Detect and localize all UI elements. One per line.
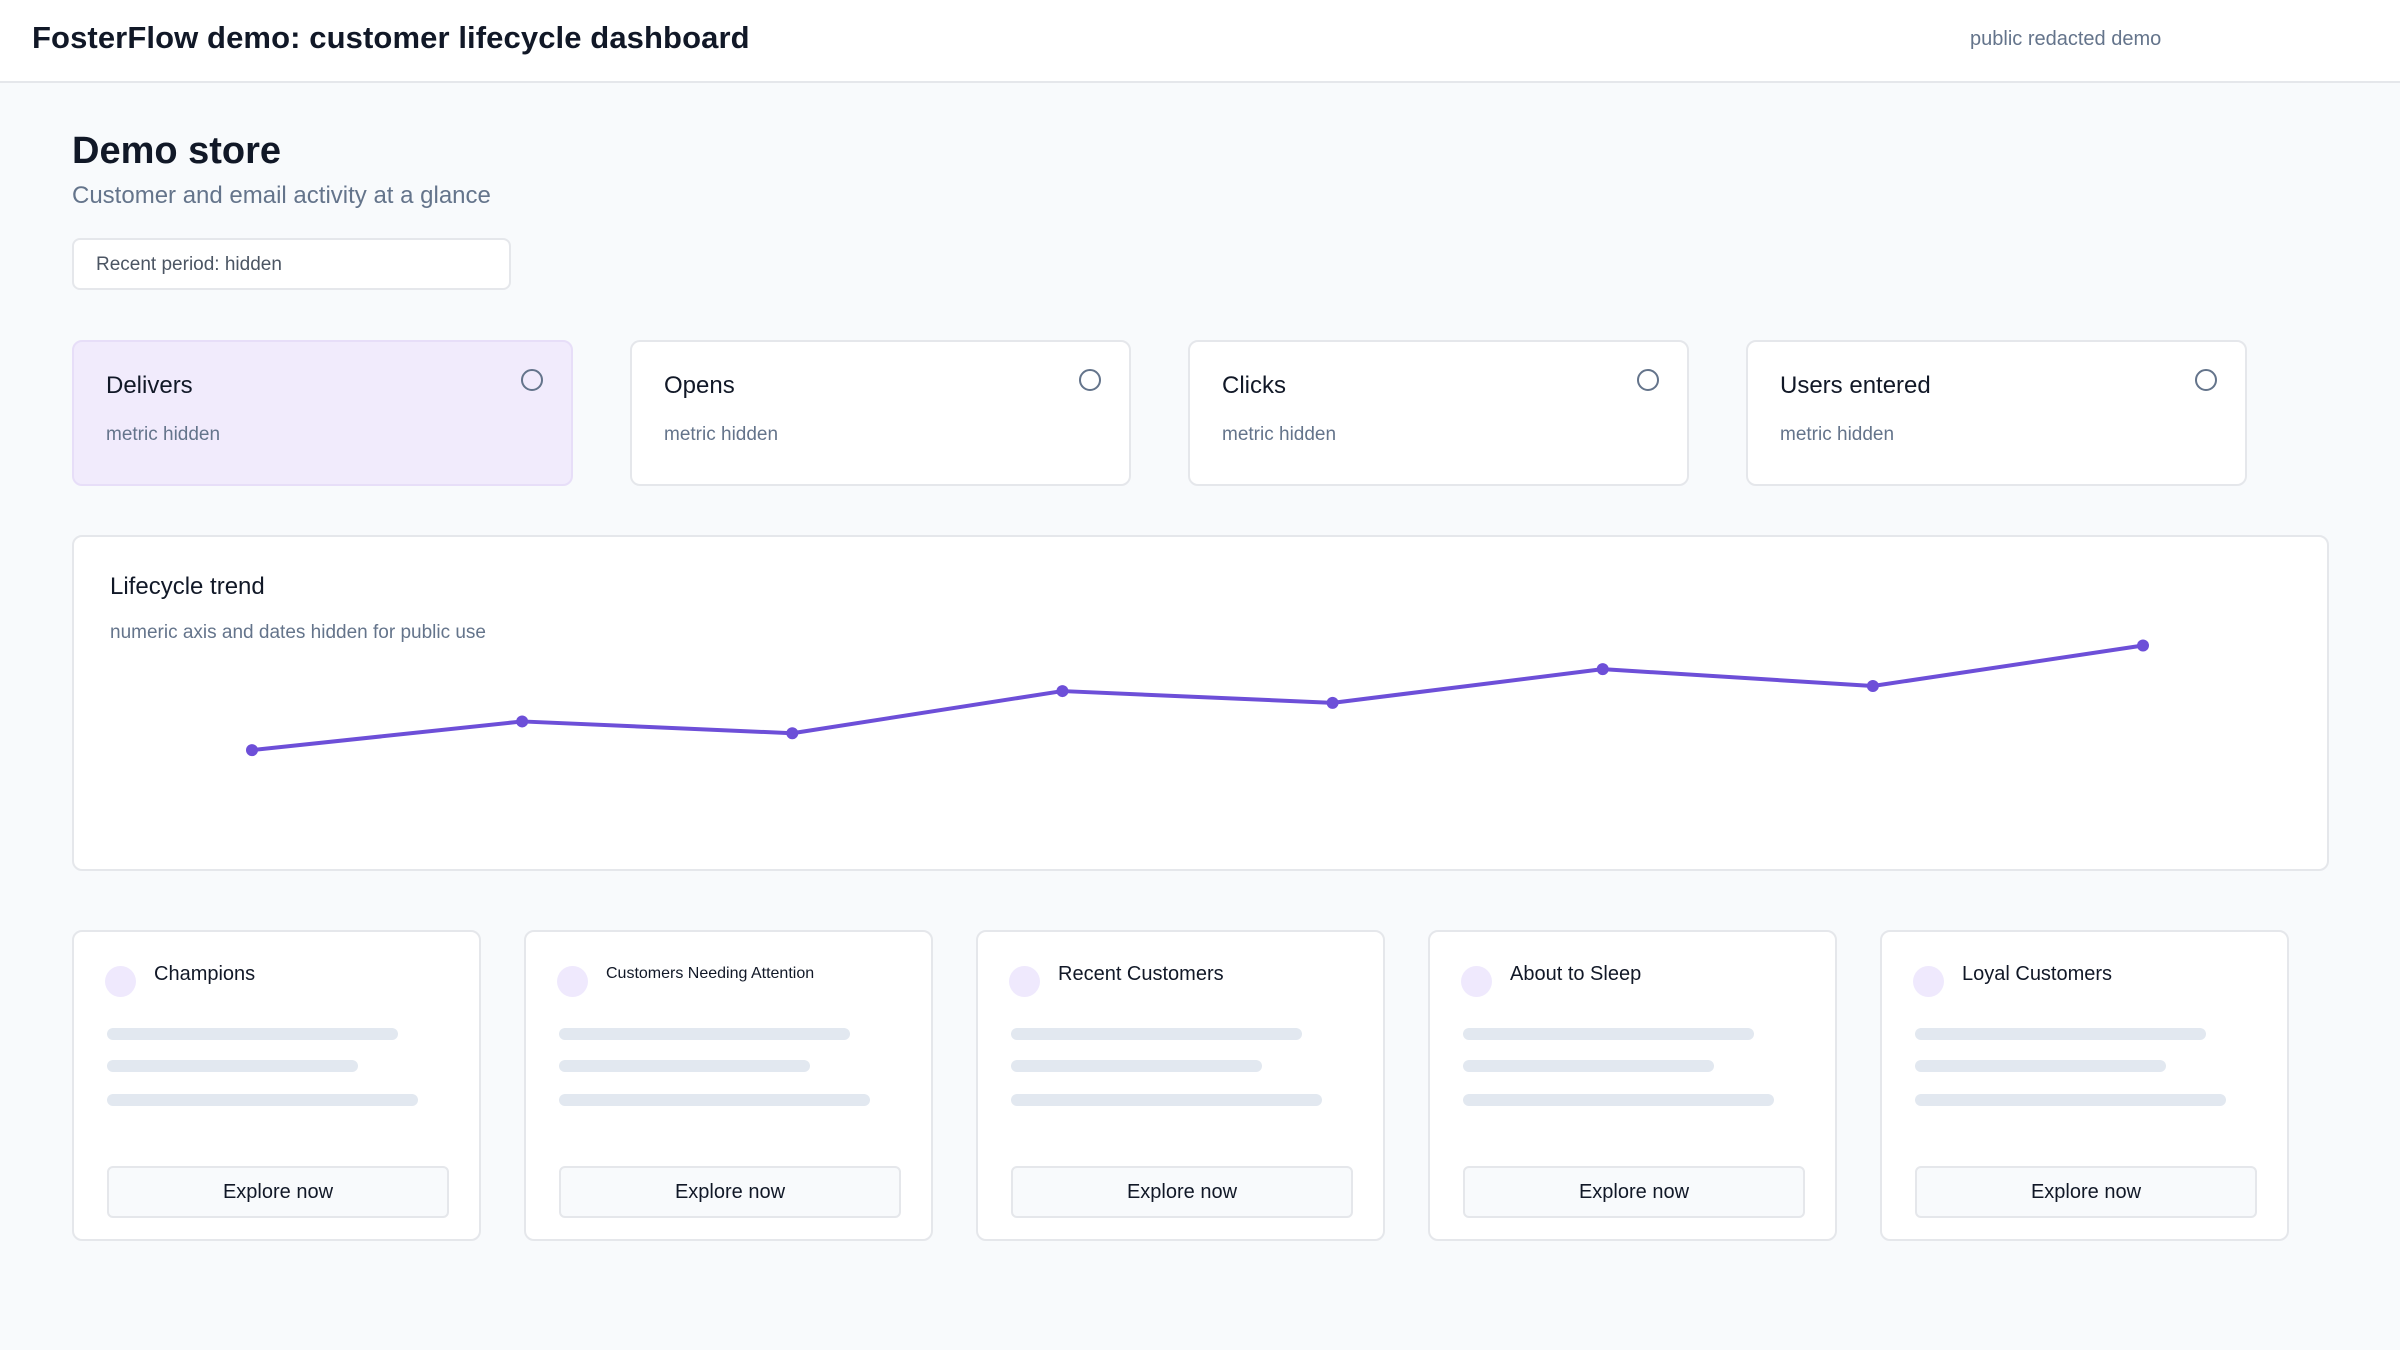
metric-card-users-entered[interactable]: Users entered metric hidden — [1746, 340, 2247, 486]
chart-title: Lifecycle trend — [110, 573, 265, 600]
skeleton-line — [1463, 1028, 1754, 1040]
radio-button[interactable] — [2195, 369, 2217, 391]
skeleton-line — [1915, 1060, 2166, 1072]
segment-icon — [105, 966, 136, 997]
skeleton-line — [1011, 1094, 1322, 1106]
app-title: FosterFlow demo: customer lifecycle dash… — [32, 20, 750, 55]
page-subtitle: Customer and email activity at a glance — [72, 182, 491, 209]
skeleton-line — [1463, 1094, 1774, 1106]
metric-label: Delivers — [106, 372, 193, 399]
trend-point-3 — [786, 727, 799, 740]
trend-point-6 — [1596, 663, 1609, 676]
segment-card-champions: Champions Explore now — [72, 930, 481, 1241]
skeleton-line — [107, 1094, 418, 1106]
segment-card-recent-customers: Recent Customers Explore now — [976, 930, 1385, 1241]
segment-icon — [1913, 966, 1944, 997]
skeleton-line — [559, 1060, 810, 1072]
metric-value: metric hidden — [1222, 424, 1337, 445]
explore-now-button[interactable]: Explore now — [107, 1166, 449, 1218]
trend-point-5 — [1326, 696, 1339, 709]
skeleton-line — [1011, 1028, 1302, 1040]
trend-chart — [246, 639, 2149, 757]
demo-tag: public redacted demo — [1970, 28, 2162, 50]
skeleton-line — [107, 1028, 398, 1040]
segment-card-loyal-customers: Loyal Customers Explore now — [1880, 930, 2289, 1241]
trend-line — [251, 643, 2144, 753]
segment-icon — [1461, 966, 1492, 997]
explore-now-button[interactable]: Explore now — [1463, 1166, 1805, 1218]
page-title: Demo store — [72, 130, 282, 172]
skeleton-line — [1915, 1028, 2206, 1040]
trend-point-4 — [1056, 685, 1069, 698]
skeleton-line — [559, 1028, 850, 1040]
metric-label: Users entered — [1780, 372, 1931, 399]
segment-name: Customers Needing Attention — [606, 965, 815, 982]
top-bar: FosterFlow demo: customer lifecycle dash… — [0, 0, 2400, 83]
segment-name: About to Sleep — [1510, 963, 1642, 985]
skeleton-line — [1915, 1094, 2226, 1106]
segment-name: Loyal Customers — [1962, 963, 2113, 985]
period-selector[interactable]: Recent period: hidden — [72, 238, 511, 290]
radio-button[interactable] — [521, 369, 543, 391]
trend-point-2 — [516, 715, 529, 728]
trend-point-7 — [1866, 680, 1879, 692]
explore-now-button[interactable]: Explore now — [1011, 1166, 1353, 1218]
skeleton-line — [1463, 1060, 1714, 1072]
metric-label: Clicks — [1222, 372, 1286, 399]
skeleton-line — [559, 1094, 870, 1106]
trend-point-8 — [2137, 639, 2149, 652]
explore-now-button[interactable]: Explore now — [1915, 1166, 2257, 1218]
metric-card-delivers[interactable]: Delivers metric hidden — [72, 340, 573, 486]
metric-value: metric hidden — [664, 424, 779, 445]
metric-card-opens[interactable]: Opens metric hidden — [630, 340, 1131, 486]
segment-card-needing-attention: Customers Needing Attention Explore now — [524, 930, 933, 1241]
chart-note: numeric axis and dates hidden for public… — [110, 622, 487, 643]
explore-now-button[interactable]: Explore now — [559, 1166, 901, 1218]
metric-value: metric hidden — [106, 424, 221, 445]
skeleton-line — [1011, 1060, 1262, 1072]
segment-card-about-to-sleep: About to Sleep Explore now — [1428, 930, 1837, 1241]
segment-name: Champions — [154, 963, 256, 985]
metric-value: metric hidden — [1780, 424, 1895, 445]
skeleton-line — [107, 1060, 358, 1072]
radio-button[interactable] — [1079, 369, 1101, 391]
radio-button[interactable] — [1637, 369, 1659, 391]
segment-icon — [557, 966, 588, 997]
segment-name: Recent Customers — [1058, 963, 1224, 985]
trend-point-1 — [246, 744, 258, 757]
segment-icon — [1009, 966, 1040, 997]
metric-card-clicks[interactable]: Clicks metric hidden — [1188, 340, 1689, 486]
metric-label: Opens — [664, 372, 735, 399]
lifecycle-trend-card: Lifecycle trend numeric axis and dates h… — [72, 535, 2329, 871]
